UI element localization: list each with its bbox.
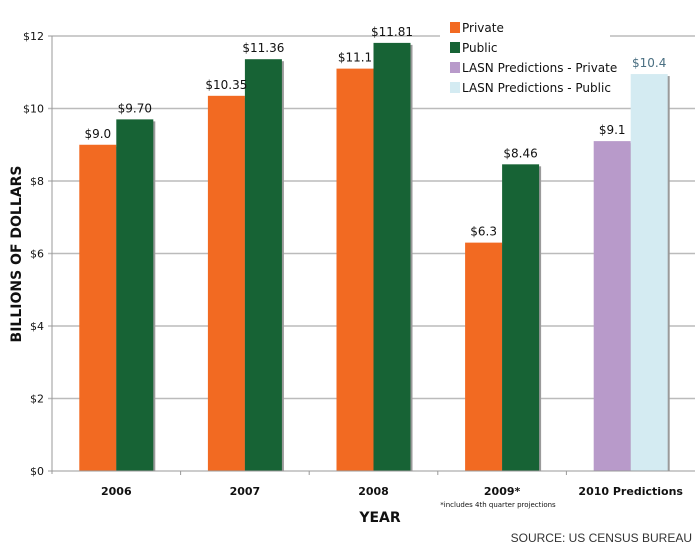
bar-private (79, 144, 117, 471)
data-label: $10.4 (632, 56, 666, 70)
legend-background (440, 18, 610, 104)
bar-private (207, 95, 245, 471)
bar-private (465, 242, 503, 471)
data-label: $11.1 (338, 51, 372, 65)
bar-public (244, 59, 282, 471)
data-label: $9.1 (599, 123, 626, 137)
x-tick-label: 2008 (358, 485, 389, 498)
legend-swatch (450, 82, 460, 93)
y-tick-label: $8 (30, 175, 44, 188)
data-labels: $9.0 $9.70 $10.35 $11.36 $11.1 $11.81 $6.3 $8.4… (84, 25, 666, 239)
legend-label: LASN Predictions - Private (462, 61, 617, 75)
data-label: $6.3 (470, 225, 497, 239)
x-tick-label: 2006 (101, 485, 132, 498)
bar-lasn-predictions-private (593, 141, 631, 471)
y-tick-label: $0 (30, 465, 44, 478)
y-tick-label: $4 (30, 320, 44, 333)
bars (79, 42, 670, 471)
bar-lasn-predictions-public (630, 74, 668, 471)
data-label: $9.0 (84, 127, 111, 141)
x-tick-label: 2007 (230, 485, 261, 498)
bar-public (116, 119, 154, 471)
legend: Private Public LASN Predictions - Private L… (440, 18, 617, 104)
legend-label: Public (462, 41, 498, 55)
legend-swatch (450, 42, 460, 53)
legend-swatch (450, 22, 460, 33)
footnote: *includes 4th quarter projections (440, 501, 556, 509)
bar-private (336, 68, 374, 471)
data-label: $11.36 (242, 41, 284, 55)
x-tick-label: 2009* (484, 485, 521, 498)
y-tick-label: $10 (23, 103, 44, 116)
data-label: $9.70 (118, 101, 152, 115)
data-label: $10.35 (205, 78, 247, 92)
x-tick-label: 2010 Predictions (578, 485, 683, 498)
bar-public (373, 42, 411, 471)
bar-public (502, 164, 540, 471)
legend-swatch (450, 62, 460, 73)
data-label: $8.46 (503, 146, 537, 160)
x-axis-ticks: 2006 2007 2008 2009* 2010 Predictions (101, 471, 683, 498)
y-tick-label: $12 (23, 30, 44, 43)
y-tick-label: $6 (30, 248, 44, 261)
legend-label: Private (462, 21, 504, 35)
y-axis-ticks: $0 $2 $4 $6 $8 $10 $12 (23, 30, 52, 478)
y-tick-label: $2 (30, 393, 44, 406)
x-axis-title: YEAR (358, 510, 401, 526)
y-axis-title: BILLIONS OF DOLLARS (9, 166, 25, 343)
legend-label: LASN Predictions - Public (462, 81, 611, 95)
data-label: $11.81 (371, 25, 413, 39)
source-credit: SOURCE: US CENSUS BUREAU (511, 531, 692, 545)
